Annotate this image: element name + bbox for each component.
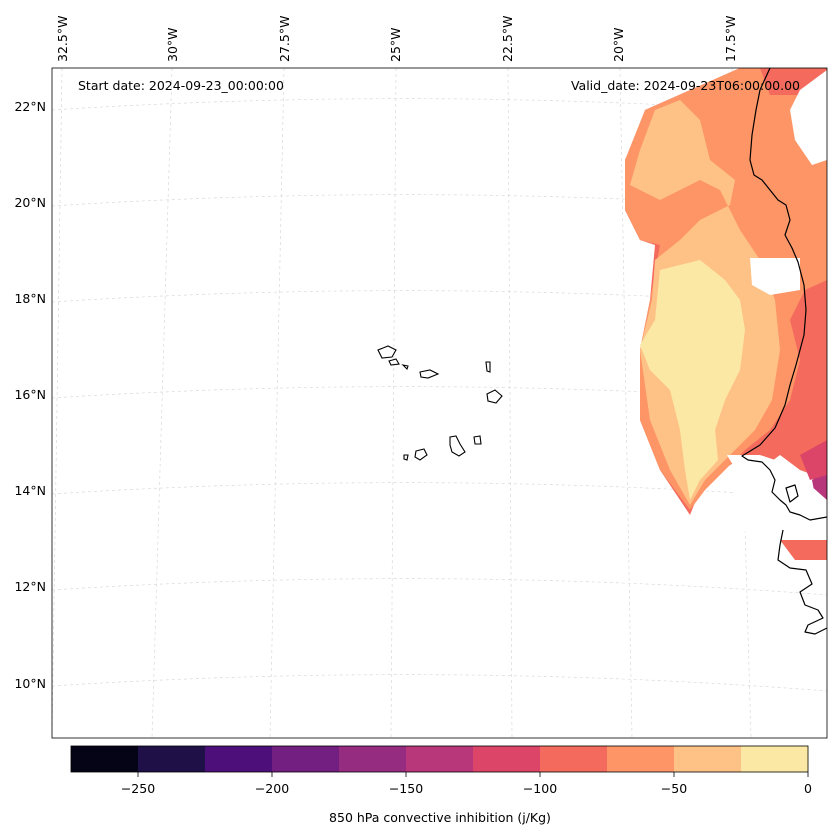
lat-label-22n: 22°N — [14, 99, 46, 114]
map-frame — [51, 67, 828, 739]
colorbar-cell — [741, 746, 809, 772]
start-date-label: Start date: 2024-09-23_00:00:00 — [78, 78, 284, 93]
colorbar-cells — [71, 746, 809, 772]
cin-patch-deep-2 — [800, 440, 827, 480]
lat-label-14n: 14°N — [14, 483, 46, 498]
colorbar-cell — [406, 746, 474, 772]
colorbar-tick-minus-150: −150 — [389, 781, 423, 796]
cin-missing-4 — [790, 70, 827, 165]
cin-missing-1 — [750, 258, 800, 295]
colorbar-label: 850 hPa convective inhibition (j/Kg) — [329, 810, 551, 825]
lon-label-22-5w: 22.5°W — [500, 16, 515, 62]
colorbar-ticks — [137, 772, 809, 777]
cin-patch-right — [780, 540, 827, 560]
colorbar-frame — [70, 745, 809, 773]
lat-label-18n: 18°N — [14, 291, 46, 306]
colorbar-cell — [205, 746, 273, 772]
cin-field — [625, 68, 827, 560]
colorbar-tick-minus-50: −50 — [661, 781, 687, 796]
colorbar-cell — [674, 746, 742, 772]
colorbar-tick-minus-250: −250 — [121, 781, 155, 796]
colorbar-cell — [138, 746, 206, 772]
cin-band-zero — [640, 260, 745, 500]
island-fogo — [414, 448, 428, 461]
island-brava — [403, 454, 409, 461]
colorbar-cell — [272, 746, 340, 772]
island-sao-vicente — [388, 358, 400, 366]
cin-missing-2 — [727, 455, 827, 520]
lon-label-20w: 20°W — [611, 27, 626, 62]
lon-label-27-5w: 27.5°W — [277, 16, 292, 62]
lat-label-16n: 16°N — [14, 387, 46, 402]
colorbar: −250 −200 −150 −100 −50 0 850 hPa convec… — [70, 745, 812, 825]
lon-label-30w: 30°W — [165, 27, 180, 62]
island-sao-nicolau — [419, 369, 440, 379]
colorbar-cell — [540, 746, 608, 772]
lon-label-17-5w: 17.5°W — [723, 16, 738, 62]
gridlines — [52, 68, 827, 738]
island-maio — [473, 435, 482, 445]
island-santa-luzia — [401, 364, 409, 371]
lat-label-10n: 10°N — [14, 676, 46, 691]
cape-verde-islands — [377, 345, 503, 461]
island-santo-antao — [377, 345, 397, 359]
colorbar-cell — [607, 746, 675, 772]
colorbar-tick-minus-200: −200 — [255, 781, 289, 796]
valid-date-label: Valid_date: 2024-09-23T06:00:00.00 — [571, 78, 800, 93]
island-boa-vista — [486, 389, 503, 404]
island-santiago — [449, 435, 466, 457]
lat-label-20n: 20°N — [14, 195, 46, 210]
colorbar-cell — [71, 746, 139, 772]
colorbar-tick-zero: 0 — [804, 781, 812, 796]
colorbar-cell — [339, 746, 407, 772]
colorbar-cell — [473, 746, 541, 772]
colorbar-tick-minus-100: −100 — [523, 781, 557, 796]
coastline — [741, 68, 827, 635]
lon-label-25w: 25°W — [388, 27, 403, 62]
lon-label-32-5w: 32.5°W — [55, 16, 70, 62]
island-sal — [485, 361, 491, 373]
lat-label-12n: 12°N — [14, 579, 46, 594]
